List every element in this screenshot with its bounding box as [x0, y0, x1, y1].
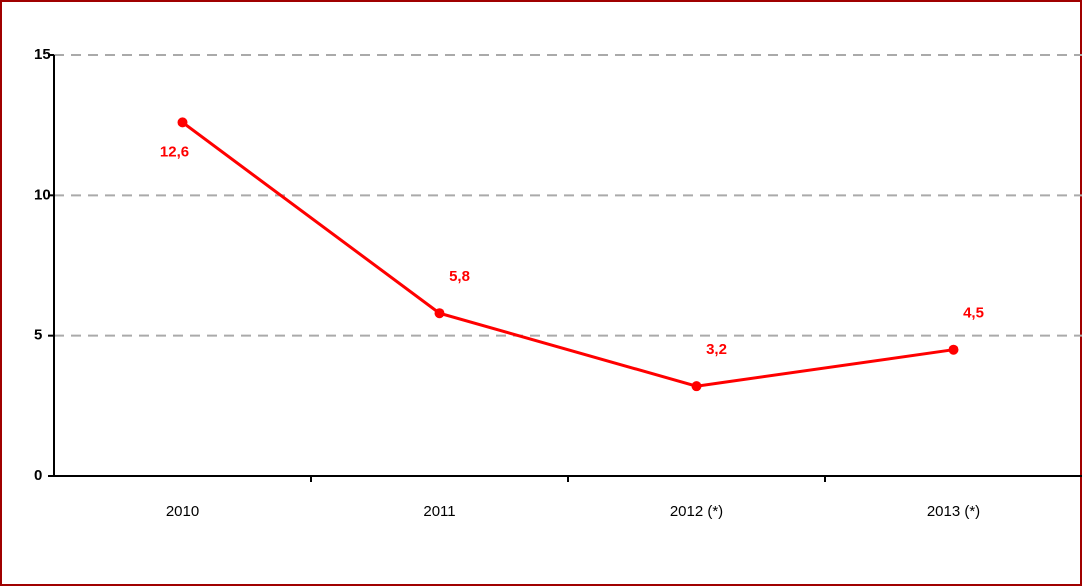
y-tick-label: 15: [34, 46, 51, 63]
value-label: 5,8: [449, 268, 470, 285]
marker: [434, 308, 445, 319]
y-tick-label: 0: [34, 467, 42, 484]
marker: [177, 117, 188, 128]
value-label: 3,2: [706, 341, 727, 358]
value-label: 12,6: [160, 143, 189, 160]
value-label: 4,5: [963, 305, 984, 322]
x-tick-label: 2010: [166, 503, 199, 520]
y-tick-label: 10: [34, 186, 51, 203]
x-tick-label: 2013 (*): [927, 503, 980, 520]
marker: [691, 381, 702, 392]
x-tick-label: 2011: [423, 503, 455, 520]
x-tick-label: 2012 (*): [670, 503, 723, 520]
marker: [948, 344, 959, 355]
line: [181, 121, 954, 388]
y-tick-label: 5: [34, 327, 42, 344]
